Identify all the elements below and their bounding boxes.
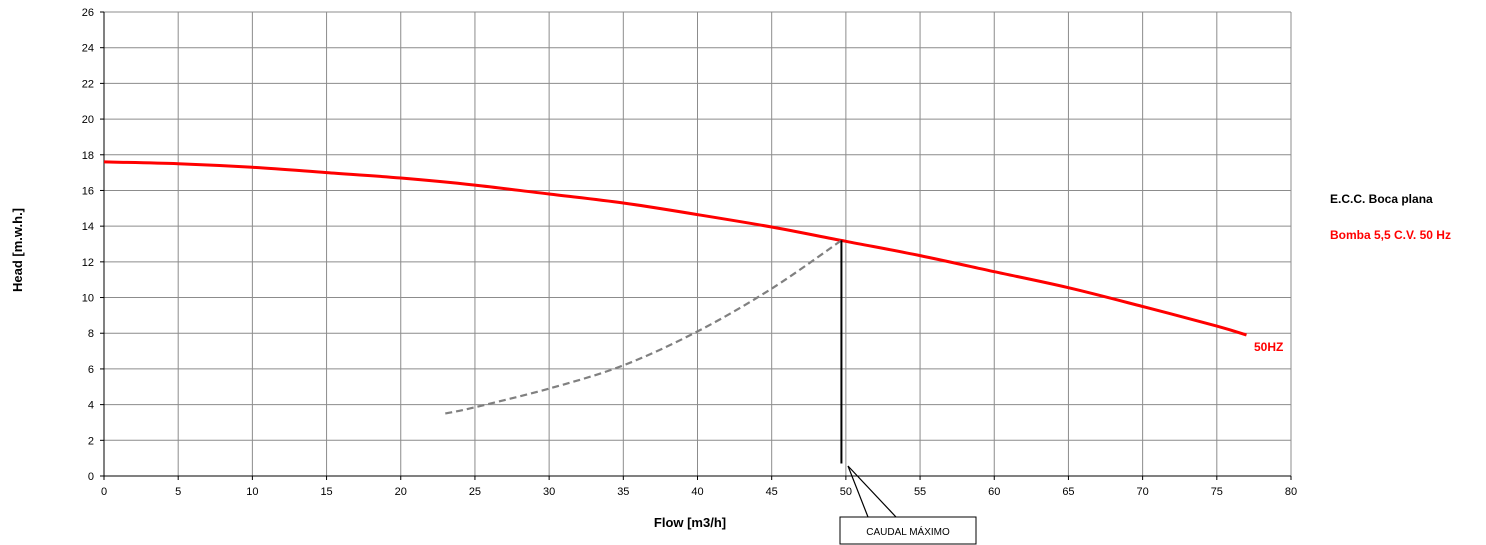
y-tick-label-14: 14 <box>82 221 94 233</box>
y-tick-label-2: 2 <box>88 435 94 447</box>
x-tick-label-70: 70 <box>1137 486 1149 498</box>
y-tick-label-4: 4 <box>88 400 94 412</box>
x-tick-label-65: 65 <box>1062 486 1074 498</box>
x-tick-label-55: 55 <box>914 486 926 498</box>
chart-grid <box>103 11 1292 477</box>
x-tick-label-15: 15 <box>320 486 332 498</box>
x-axis-ticks: 0 5 10 15 20 25 30 35 40 45 50 55 60 65 70 75 80 <box>101 476 1297 498</box>
legend-subtitle: Bomba 5,5 C.V. 50 Hz <box>1330 228 1451 242</box>
y-tick-label-22: 22 <box>82 78 94 90</box>
callout-box <box>839 516 977 545</box>
y-tick-label-24: 24 <box>82 43 94 55</box>
x-tick-label-50: 50 <box>840 486 852 498</box>
x-tick-label-0: 0 <box>101 486 107 498</box>
y-tick-label-8: 8 <box>88 328 94 340</box>
x-tick-label-75: 75 <box>1211 486 1223 498</box>
y-tick-label-0: 0 <box>88 471 94 483</box>
y-tick-label-18: 18 <box>82 150 94 162</box>
x-tick-label-60: 60 <box>988 486 1000 498</box>
callout-pointer-back <box>847 465 897 518</box>
x-axis-title: Flow [m3/h] <box>654 515 726 530</box>
x-tick-label-80: 80 <box>1285 486 1297 498</box>
series-line-50hz <box>103 160 1247 337</box>
system-curve-line-1 <box>445 239 843 415</box>
x-tick-label-10: 10 <box>246 486 258 498</box>
legend-title: E.C.C. Boca plana <box>1330 192 1433 206</box>
y-tick-label-6: 6 <box>88 364 94 376</box>
callout-pointer <box>847 465 869 518</box>
y-tick-label-20: 20 <box>82 114 94 126</box>
y-tick-label-10: 10 <box>82 293 94 305</box>
x-tick-label-40: 40 <box>691 486 703 498</box>
caudal-maximo-callout: CAUDAL MÁXIMO <box>839 465 977 545</box>
y-axis-title: Head [m.w.h.] <box>10 208 25 292</box>
x-tick-label-35: 35 <box>617 486 629 498</box>
x-tick-label-5: 5 <box>175 486 181 498</box>
y-tick-label-26: 26 <box>82 7 94 19</box>
plot-area <box>103 160 1247 464</box>
y-tick-label-16: 16 <box>82 185 94 197</box>
x-tick-label-30: 30 <box>543 486 555 498</box>
callout-text: CAUDAL MÁXIMO <box>866 525 950 538</box>
x-tick-label-20: 20 <box>395 486 407 498</box>
x-tick-label-25: 25 <box>469 486 481 498</box>
y-tick-label-12: 12 <box>82 257 94 269</box>
x-tick-label-45: 45 <box>766 486 778 498</box>
legend: E.C.C. Boca plana Bomba 5,5 C.V. 50 Hz <box>1330 192 1451 242</box>
series-label-50hz: 50HZ <box>1254 340 1283 354</box>
